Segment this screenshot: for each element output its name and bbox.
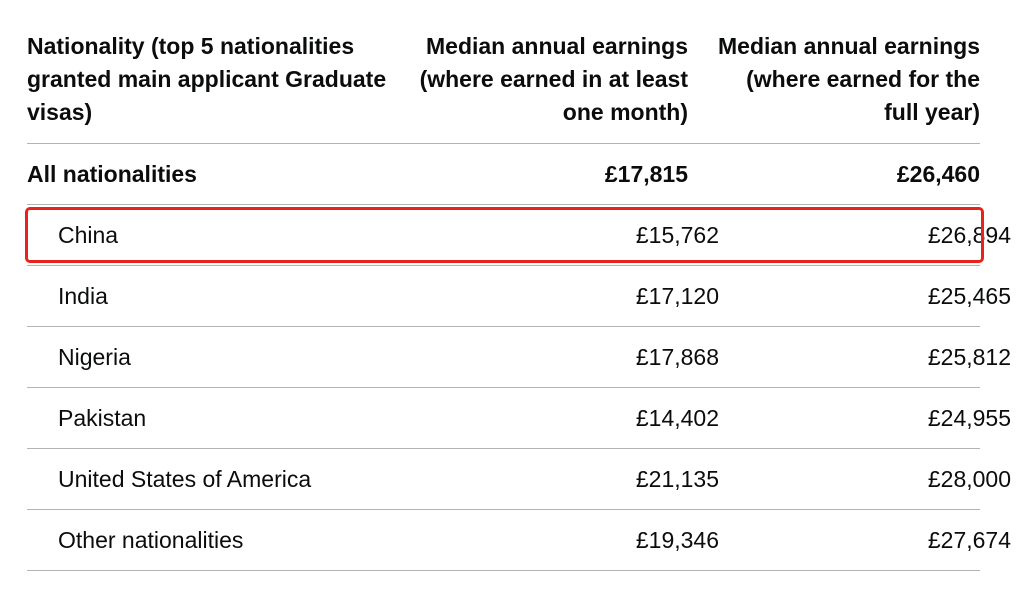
row-full-year: £27,674: [927, 527, 1011, 553]
row-one-month: £15,762: [635, 222, 719, 248]
header-nationality: Nationality (top 5 nationalities granted…: [27, 33, 387, 125]
total-nationality: All nationalities: [27, 161, 197, 187]
row-nationality: Other nationalities: [58, 527, 244, 553]
row-one-month: £14,402: [635, 405, 719, 431]
row-full-year: £25,465: [927, 283, 1011, 309]
row-one-month: £17,868: [635, 344, 719, 370]
row-one-month: £21,135: [635, 466, 719, 492]
row-nationality: Pakistan: [58, 405, 147, 431]
header-cell-nationality: Nationality (top 5 nationalities granted…: [27, 30, 397, 129]
total-row: All nationalities £17,815 £26,460: [27, 144, 980, 205]
table-row-india: India £17,120 £25,465: [27, 266, 1011, 327]
table-header-row: Nationality (top 5 nationalities granted…: [27, 0, 980, 144]
header-full-year: Median annual earnings (where earned for…: [718, 33, 980, 125]
row-nationality: Nigeria: [58, 344, 131, 370]
header-cell-one-month: Median annual earnings (where earned in …: [397, 30, 688, 129]
row-full-year: £28,000: [927, 466, 1011, 492]
table-row-nigeria: Nigeria £17,868 £25,812: [27, 327, 1011, 388]
table-row-china: China £15,762 £26,894: [25, 205, 1011, 266]
row-full-year: £26,894: [927, 222, 1011, 248]
earnings-table: Nationality (top 5 nationalities granted…: [25, 0, 1011, 571]
row-full-year: £24,955: [927, 405, 1011, 431]
row-nationality: United States of America: [58, 466, 312, 492]
total-one-month: £17,815: [604, 161, 688, 187]
row-nationality: China: [58, 222, 119, 248]
header-one-month: Median annual earnings (where earned in …: [419, 33, 688, 125]
row-one-month: £19,346: [635, 527, 719, 553]
row-full-year: £25,812: [927, 344, 1011, 370]
header-cell-full-year: Median annual earnings (where earned for…: [688, 30, 980, 129]
table-row-pakistan: Pakistan £14,402 £24,955: [27, 388, 1011, 449]
total-full-year: £26,460: [896, 161, 980, 187]
row-one-month: £17,120: [635, 283, 719, 309]
row-nationality: India: [58, 283, 108, 309]
table-row-usa: United States of America £21,135 £28,000: [27, 449, 1011, 510]
table-row-other: Other nationalities £19,346 £27,674: [27, 510, 1011, 571]
